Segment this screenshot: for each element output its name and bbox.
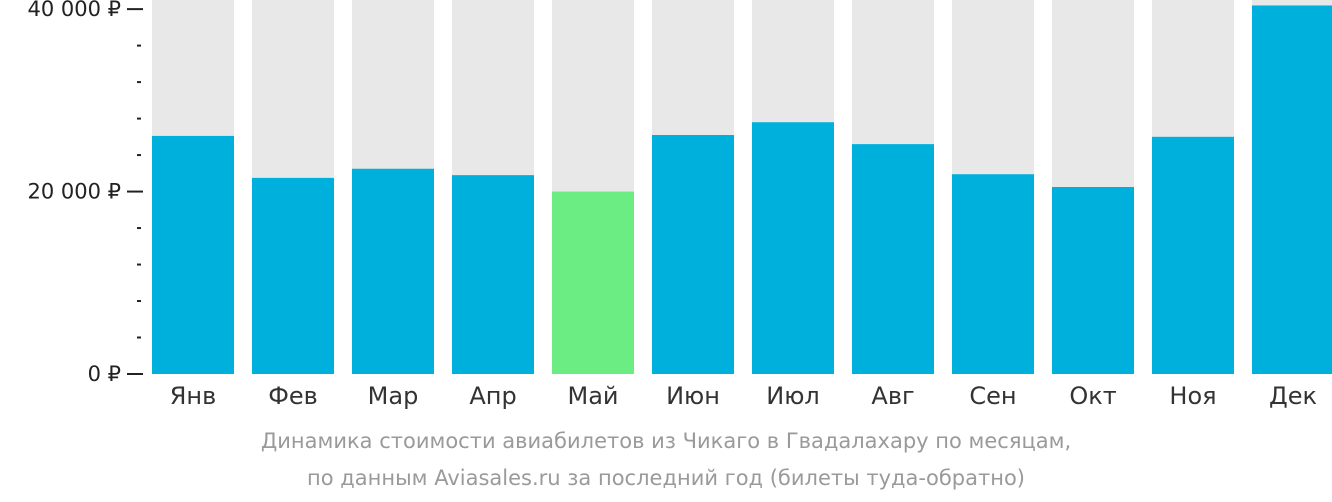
bar-10: [1052, 187, 1134, 374]
month-label-10: Окт: [1069, 382, 1116, 410]
month-label-4: Апр: [469, 382, 516, 410]
bar-12: [1252, 5, 1332, 374]
bar-8: [852, 144, 934, 374]
month-label-1: Янв: [170, 382, 217, 410]
month-label-11: Ноя: [1169, 382, 1216, 410]
bar-9: [952, 174, 1034, 374]
bar-5: [552, 191, 634, 374]
bar-6: [652, 135, 734, 374]
month-label-9: Сен: [969, 382, 1016, 410]
bar-1: [152, 135, 234, 374]
y-tick-label: 40 000 ₽: [27, 0, 121, 21]
month-label-8: Авг: [871, 382, 914, 410]
bar-4: [452, 175, 534, 374]
month-label-3: Мар: [368, 382, 419, 410]
y-tick-label: 0 ₽: [88, 362, 121, 386]
month-label-2: Фев: [268, 382, 318, 410]
chart-caption-line-2: по данным Aviasales.ru за последний год …: [307, 466, 1025, 490]
chart-caption-line-1: Динамика стоимости авиабилетов из Чикаго…: [260, 429, 1072, 453]
bar-2: [252, 177, 334, 374]
month-label-12: Дек: [1269, 382, 1317, 410]
bar-3: [352, 168, 434, 374]
y-tick-label: 20 000 ₽: [27, 180, 121, 204]
month-label-6: Июн: [666, 382, 720, 410]
bar-7: [752, 122, 834, 374]
month-label-7: Июл: [766, 382, 820, 410]
month-label-5: Май: [567, 382, 618, 410]
price-bar-chart: Янв Фев Мар Апр Май Июн Июл Авг Сен Окт Ноя Дек 0 ₽ 2…: [27, 0, 1332, 410]
bar-11: [1152, 136, 1234, 374]
